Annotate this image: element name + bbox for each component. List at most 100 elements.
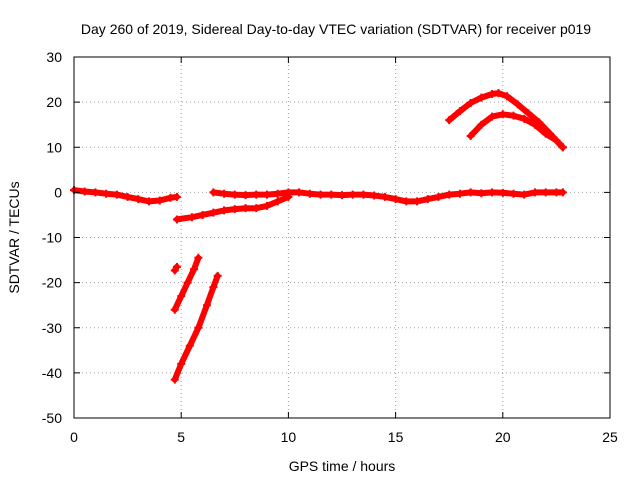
data-point — [530, 120, 539, 129]
data-point — [509, 189, 518, 198]
data-point — [488, 188, 497, 197]
data-point — [338, 191, 346, 200]
data-point — [391, 195, 400, 204]
y-tick-label: 30 — [46, 49, 62, 65]
data-point — [370, 191, 379, 200]
data-point — [455, 107, 464, 116]
data-point — [558, 143, 567, 152]
series-arc-lower — [467, 111, 566, 151]
data-point — [477, 93, 486, 102]
data-point — [380, 192, 389, 201]
data-point — [172, 192, 181, 201]
y-axis-label: SDTVAR / TECUs — [6, 181, 22, 293]
data-point — [513, 100, 522, 109]
data-point — [359, 190, 368, 199]
data-point — [145, 197, 154, 206]
data-point — [305, 189, 314, 198]
data-point — [220, 206, 229, 215]
data-point — [209, 188, 218, 197]
x-tick-label: 0 — [70, 429, 78, 445]
data-point — [477, 120, 486, 129]
data-point — [273, 197, 282, 206]
data-point — [112, 190, 121, 199]
data-point — [241, 191, 250, 200]
data-point — [262, 190, 271, 199]
data-point — [466, 131, 475, 140]
data-point — [91, 188, 100, 197]
y-tick-label: 10 — [46, 139, 62, 155]
x-tick-label: 20 — [495, 429, 511, 445]
data-point — [80, 187, 89, 196]
data-point — [123, 192, 132, 201]
series-band-main — [210, 189, 566, 205]
x-tick-label: 15 — [388, 429, 404, 445]
x-tick-label: 10 — [281, 429, 297, 445]
series-layer — [70, 89, 567, 384]
data-point — [202, 301, 211, 310]
data-point — [445, 116, 454, 125]
series-arc-upper — [446, 90, 566, 151]
y-tick-label: -20 — [42, 275, 62, 291]
data-point — [273, 189, 282, 198]
data-point — [172, 215, 181, 224]
data-point — [423, 195, 432, 204]
data-point — [177, 292, 186, 301]
data-point — [466, 188, 475, 197]
data-point — [241, 204, 250, 213]
data-point — [209, 208, 218, 217]
x-tick-label: 5 — [177, 429, 185, 445]
data-point — [541, 188, 550, 197]
data-point — [252, 190, 261, 199]
data-point — [170, 305, 179, 314]
chart-title: Day 260 of 2019, Sidereal Day-to-day VTE… — [81, 21, 591, 37]
data-point — [520, 114, 529, 123]
x-axis-label: GPS time / hours — [289, 458, 396, 474]
data-point — [194, 253, 203, 262]
data-point — [187, 213, 196, 222]
y-tick-label: -10 — [42, 230, 62, 246]
data-point — [155, 196, 164, 205]
y-tick-label: -50 — [42, 410, 62, 426]
data-point — [185, 341, 194, 350]
y-tick-label: -40 — [42, 365, 62, 381]
data-point — [498, 188, 507, 197]
data-point — [524, 109, 533, 118]
data-point — [552, 136, 561, 145]
data-point — [220, 189, 229, 198]
data-point — [177, 359, 186, 368]
data-point — [541, 129, 550, 138]
data-point — [466, 99, 475, 108]
data-point — [503, 92, 512, 101]
y-tick-label: 20 — [46, 94, 62, 110]
data-point — [520, 190, 529, 199]
data-point — [434, 192, 443, 201]
data-point — [230, 205, 239, 214]
x-tick-label: 25 — [602, 429, 618, 445]
data-point — [230, 190, 239, 199]
data-point — [477, 189, 486, 198]
y-tick-label: -30 — [42, 320, 62, 336]
data-point — [284, 188, 293, 197]
data-point — [509, 111, 518, 120]
data-point — [194, 323, 203, 332]
data-point — [455, 189, 464, 198]
data-point — [348, 190, 357, 199]
data-point — [262, 201, 271, 210]
tick-layer: 0 5 10 15 20 25 -50 -40 -30 -20 -10 0 10 20 30 — [42, 49, 618, 445]
data-point — [498, 110, 507, 119]
data-point — [190, 265, 199, 274]
data-point — [198, 210, 207, 219]
data-point — [213, 271, 222, 280]
data-point — [295, 188, 304, 197]
data-point — [172, 262, 181, 271]
data-point — [102, 189, 111, 198]
data-point — [445, 190, 454, 199]
y-tick-label: 0 — [54, 184, 62, 200]
data-point — [402, 197, 411, 206]
data-point — [494, 89, 503, 98]
data-point — [170, 375, 179, 384]
data-point — [413, 197, 422, 206]
data-point — [252, 204, 261, 213]
data-point — [488, 112, 497, 121]
